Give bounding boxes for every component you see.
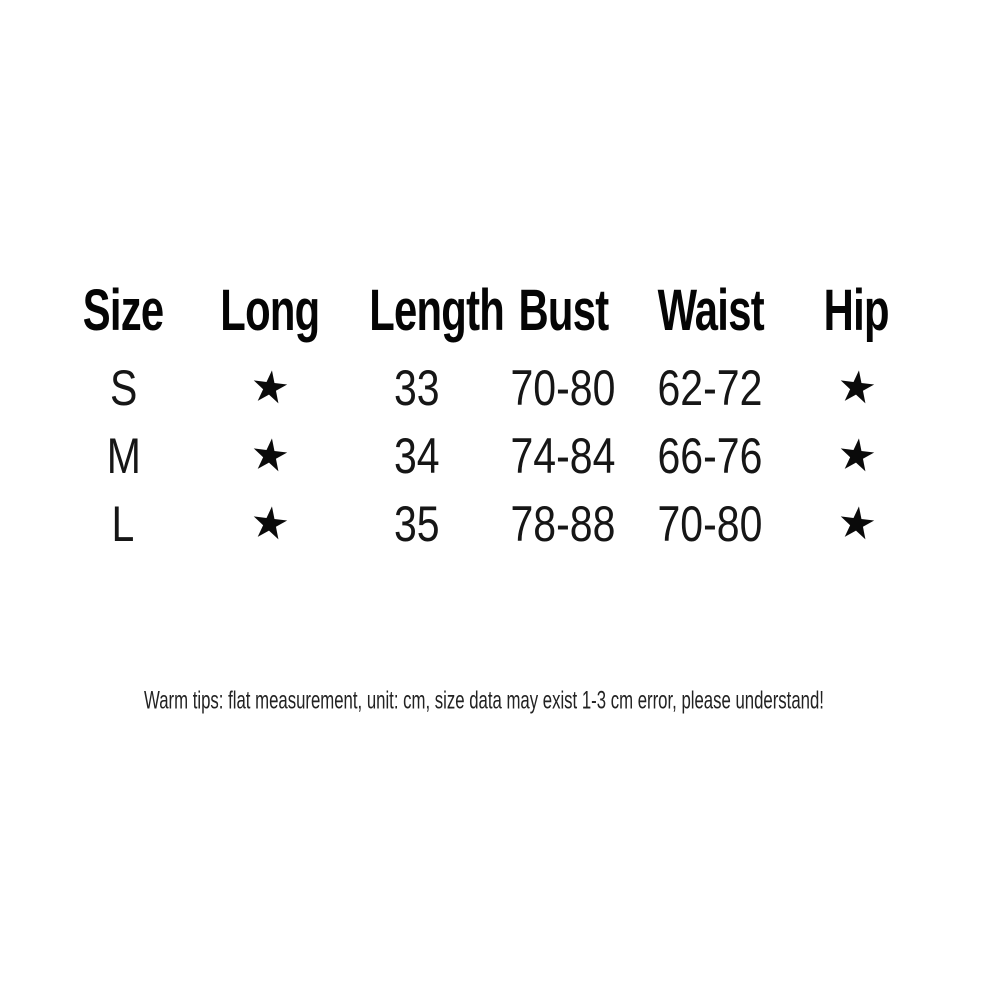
cell-length: 34 <box>393 428 440 484</box>
cell-size-label: S <box>109 360 137 416</box>
cell-size-label: M <box>106 428 141 484</box>
column-header-length: Length <box>369 277 506 343</box>
star-icon: ★ <box>247 496 293 551</box>
table-row-size-l: L ★ 35 78-88 70-80 ★ <box>50 490 930 558</box>
table-row-size-m: M ★ 34 74-84 66-76 ★ <box>50 422 930 490</box>
cell-waist: 62-72 <box>657 360 763 416</box>
cell-bust: 70-80 <box>510 360 616 416</box>
warm-tips-text: Warm tips: flat measurement, unit: cm, s… <box>144 686 824 715</box>
header-row: Size Long Length Bust Waist Hip <box>50 266 930 354</box>
cell-waist: 70-80 <box>657 496 763 552</box>
cell-bust: 74-84 <box>510 428 616 484</box>
star-icon: ★ <box>834 428 880 483</box>
column-header-bust: Bust <box>518 277 609 343</box>
column-header-waist: Waist <box>657 277 764 343</box>
cell-length: 35 <box>393 496 440 552</box>
column-header-size: Size <box>82 277 164 343</box>
cell-length: 33 <box>393 360 440 416</box>
cell-size-label: L <box>111 496 135 552</box>
size-chart-body: S ★ 33 70-80 62-72 ★ M ★ 34 74-84 66-76 … <box>50 354 930 558</box>
size-chart-table: Size Long Length Bust Waist Hip S ★ 33 7… <box>50 266 930 558</box>
star-icon: ★ <box>834 360 880 415</box>
star-icon: ★ <box>247 360 293 415</box>
size-chart-header: Size Long Length Bust Waist Hip <box>50 266 930 354</box>
star-icon: ★ <box>247 428 293 483</box>
cell-waist: 66-76 <box>657 428 763 484</box>
table-row-size-s: S ★ 33 70-80 62-72 ★ <box>50 354 930 422</box>
column-header-hip: Hip <box>824 277 890 343</box>
star-icon: ★ <box>834 496 880 551</box>
warm-tips-note: Warm tips: flat measurement, unit: cm, s… <box>0 687 991 716</box>
column-header-long: Long <box>220 277 320 343</box>
cell-bust: 78-88 <box>510 496 616 552</box>
